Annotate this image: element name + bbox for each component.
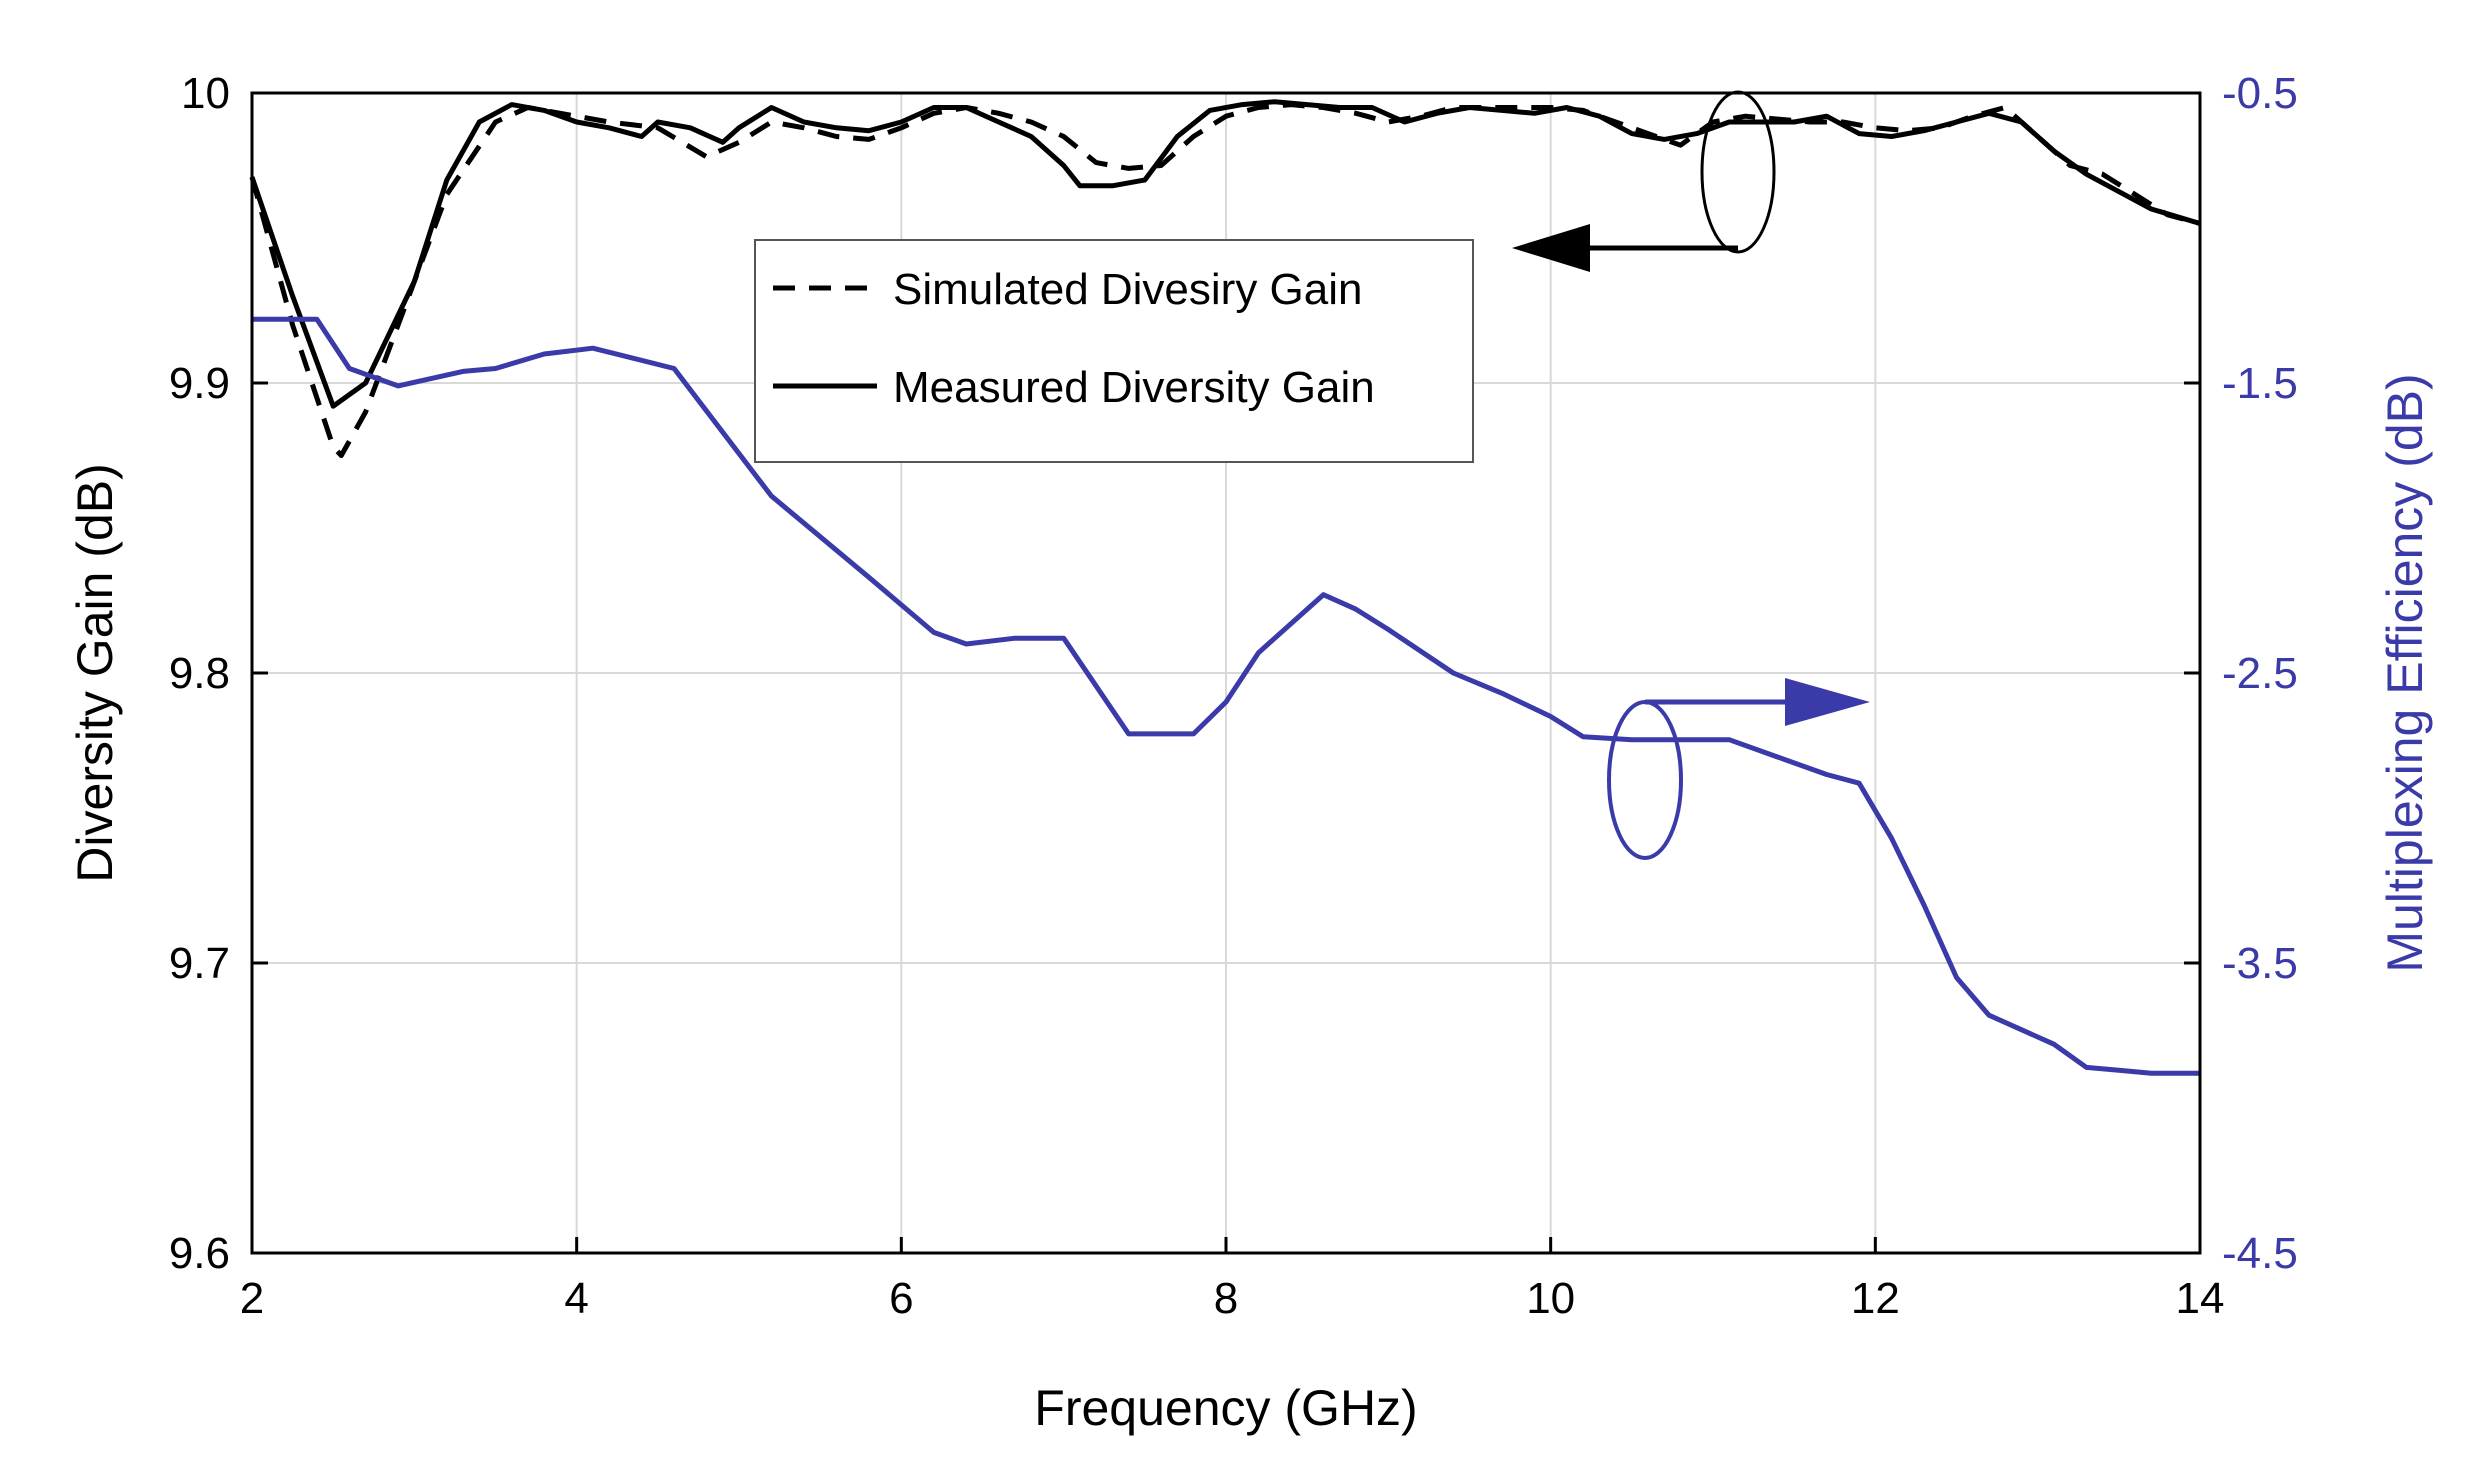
y-tick-label: 9.9 — [169, 359, 230, 408]
x-tick-label: 6 — [889, 1274, 913, 1323]
y2-tick-label: -0.5 — [2222, 69, 2298, 118]
annotations — [1512, 90, 1870, 860]
measured-gain-line — [249, 99, 2201, 409]
x-tick-label: 14 — [2176, 1274, 2225, 1323]
x-tick-label: 2 — [240, 1274, 264, 1323]
simulated-gain-line — [249, 102, 2201, 458]
y-axis-label: Diversity Gain (dB) — [67, 463, 123, 883]
legend-label: Measured Diversity Gain — [893, 363, 1375, 412]
y-tick-label: 9.8 — [169, 649, 230, 698]
y2-tick-label: -4.5 — [2222, 1229, 2298, 1278]
y-tick-label: 10 — [181, 69, 230, 118]
ticks: 2 4 6 8 10 12 14 9.6 9.7 9.8 9.9 10 -4.5 -3.5 -2.5 -1.5… — [169, 69, 2298, 1323]
x-tick-label: 4 — [564, 1274, 588, 1323]
right-arrow-icon — [1785, 678, 1870, 726]
multiplexing-efficiency-line — [252, 316, 2200, 1076]
x-tick-label: 12 — [1851, 1274, 1900, 1323]
y2-tick-label: -3.5 — [2222, 939, 2298, 988]
x-tick-label: 8 — [1214, 1274, 1238, 1323]
left-arrow-icon — [1512, 224, 1590, 272]
legend-label: Simulated Divesiry Gain — [893, 265, 1363, 314]
legend-box — [754, 239, 1474, 463]
x-tick-label: 10 — [1526, 1274, 1575, 1323]
y2-axis-label: Multiplexing Efficiency (dB) — [2377, 373, 2433, 972]
y2-tick-label: -2.5 — [2222, 649, 2298, 698]
y-tick-label: 9.6 — [169, 1229, 230, 1278]
plot-lines — [249, 99, 2201, 1076]
legend: Simulated Divesiry Gain Measured Diversit… — [754, 239, 1474, 463]
y2-tick-label: -1.5 — [2222, 359, 2298, 408]
x-axis-label: Frequency (GHz) — [1034, 1380, 1417, 1436]
gain-annotation-ellipse — [1700, 90, 1776, 254]
y-tick-label: 9.7 — [169, 939, 230, 988]
